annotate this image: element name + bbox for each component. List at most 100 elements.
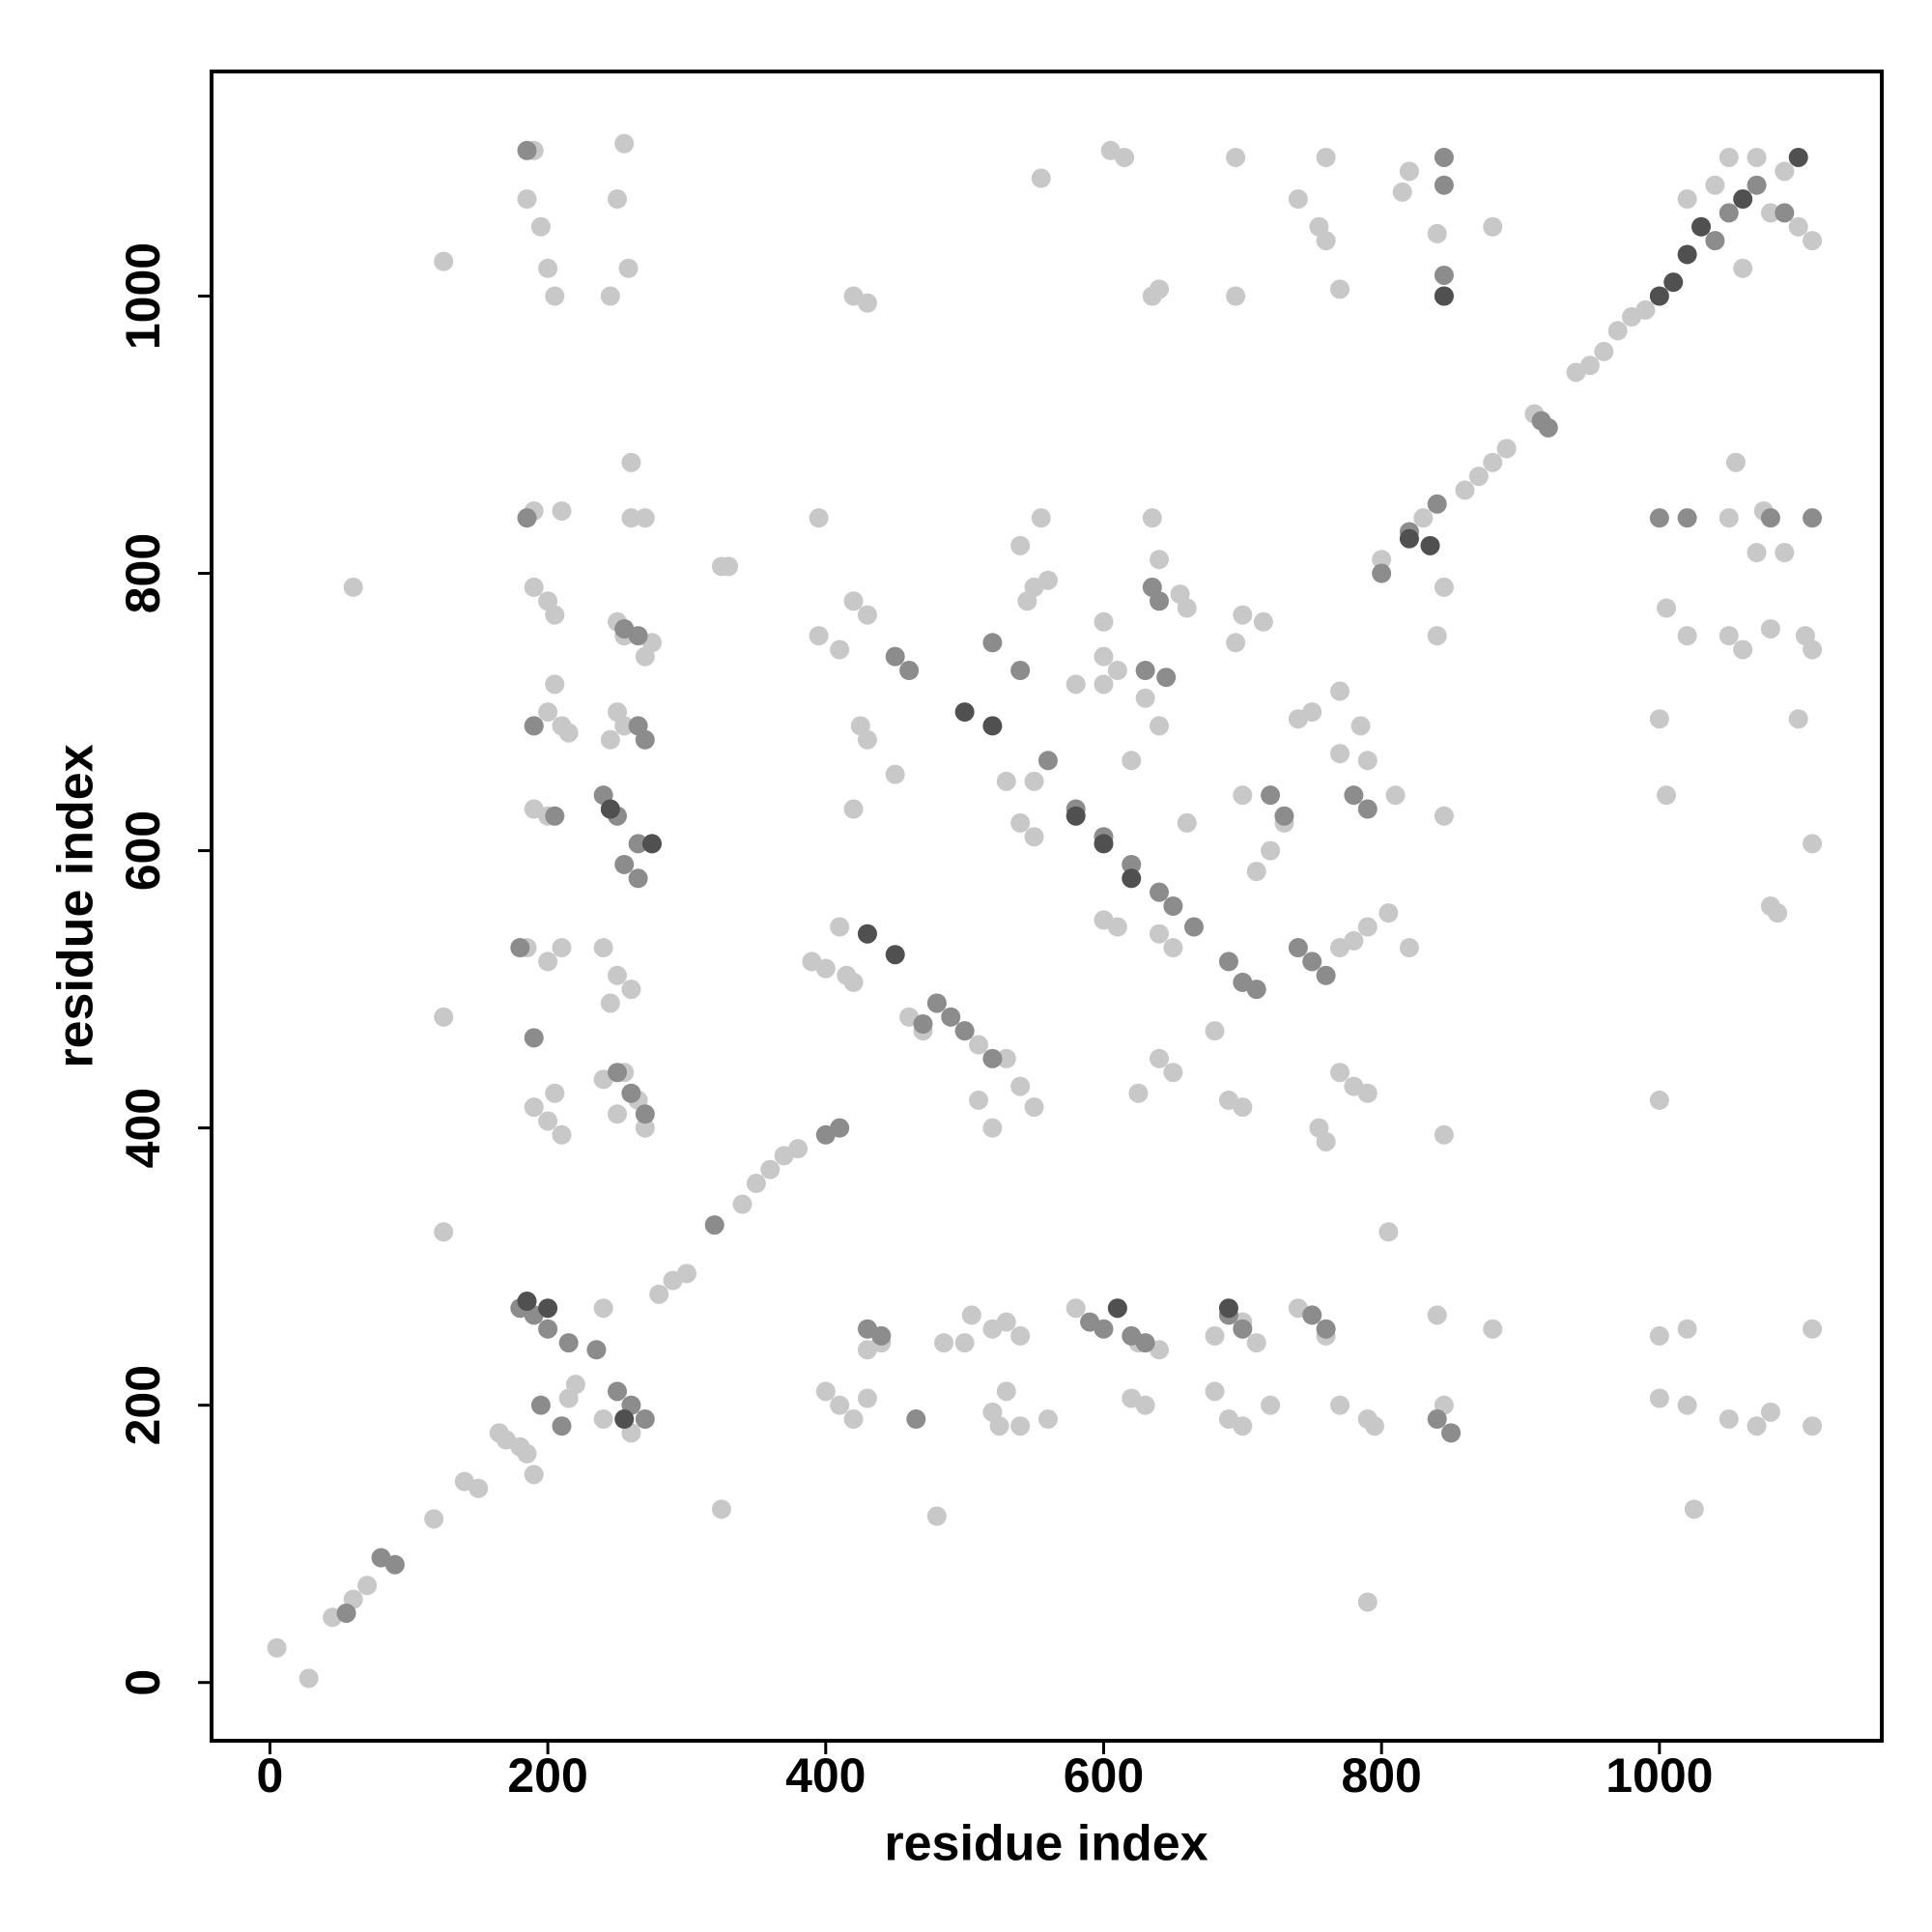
point (1233, 1416, 1253, 1436)
point (1024, 1097, 1044, 1118)
point (1177, 812, 1197, 833)
point (298, 1668, 319, 1689)
point (1649, 709, 1669, 729)
point (1010, 812, 1031, 833)
point (1719, 1409, 1739, 1430)
point (1226, 147, 1246, 167)
point (899, 661, 920, 681)
point (1649, 1325, 1669, 1346)
point (843, 591, 864, 611)
point (1719, 508, 1739, 528)
point (434, 1222, 454, 1242)
point (1233, 1097, 1253, 1118)
point (1427, 1305, 1447, 1325)
point (434, 1007, 454, 1027)
point (1316, 147, 1336, 167)
point (343, 577, 363, 597)
point (1261, 1395, 1281, 1415)
point (1427, 223, 1447, 243)
point (1733, 639, 1753, 660)
point (538, 952, 558, 972)
point (1747, 543, 1767, 563)
point (545, 605, 565, 625)
point (982, 716, 1003, 736)
point (1037, 1409, 1058, 1430)
point (1233, 605, 1253, 625)
point (1065, 1298, 1086, 1319)
x-axis-title: residue index (884, 1816, 1208, 1872)
point (1733, 258, 1753, 278)
point (1413, 508, 1434, 528)
point (1122, 868, 1142, 889)
point (552, 500, 572, 521)
point (1010, 1076, 1031, 1096)
point (934, 1333, 954, 1353)
point (954, 1021, 975, 1041)
point (982, 633, 1003, 653)
point (1261, 840, 1281, 861)
point (1385, 785, 1406, 806)
point (1579, 355, 1600, 376)
point (954, 702, 975, 723)
point (815, 1381, 836, 1402)
point (1150, 716, 1170, 736)
point (1010, 661, 1031, 681)
point (538, 702, 558, 723)
point (1094, 611, 1114, 632)
point (608, 1104, 628, 1124)
point (1302, 1305, 1322, 1325)
point (1803, 834, 1823, 854)
plot-frame (210, 70, 1884, 1743)
point (1747, 175, 1767, 195)
point (913, 1013, 933, 1034)
point (600, 286, 620, 306)
point (1372, 563, 1392, 583)
point (1434, 265, 1454, 285)
point (1392, 182, 1412, 202)
point (357, 1576, 378, 1596)
point (1775, 543, 1795, 563)
point (1316, 1319, 1336, 1339)
point (1316, 1131, 1336, 1151)
point (1427, 1409, 1447, 1430)
point (1803, 508, 1823, 528)
point (1441, 1423, 1462, 1443)
point (1302, 952, 1322, 972)
point (1372, 550, 1392, 570)
point (1288, 938, 1308, 958)
point (1177, 598, 1197, 618)
point (1261, 785, 1281, 806)
point (809, 508, 829, 528)
point (1233, 1319, 1253, 1339)
point (1427, 494, 1447, 514)
point (1065, 806, 1086, 826)
point (558, 723, 579, 743)
point (719, 556, 739, 577)
point (517, 1443, 537, 1463)
point (600, 993, 620, 1013)
point (1094, 910, 1114, 930)
point (1274, 806, 1294, 826)
point (1330, 681, 1350, 701)
point (1768, 903, 1788, 923)
point (621, 980, 641, 1000)
point (1719, 203, 1739, 223)
point (618, 258, 639, 278)
point (815, 958, 836, 979)
x-tick-label: 600 (1064, 1748, 1144, 1803)
point (1733, 189, 1753, 210)
point (1483, 216, 1503, 237)
point (1747, 1416, 1767, 1436)
x-tick-label: 0 (257, 1748, 284, 1803)
point (1677, 1395, 1697, 1415)
y-tick-label: 1000 (116, 242, 170, 350)
point (1150, 882, 1170, 902)
point (830, 639, 850, 660)
point (1135, 1395, 1155, 1415)
point (1455, 480, 1475, 500)
point (746, 1174, 766, 1194)
point (676, 1264, 696, 1284)
point (593, 1409, 613, 1430)
point (517, 1292, 537, 1312)
